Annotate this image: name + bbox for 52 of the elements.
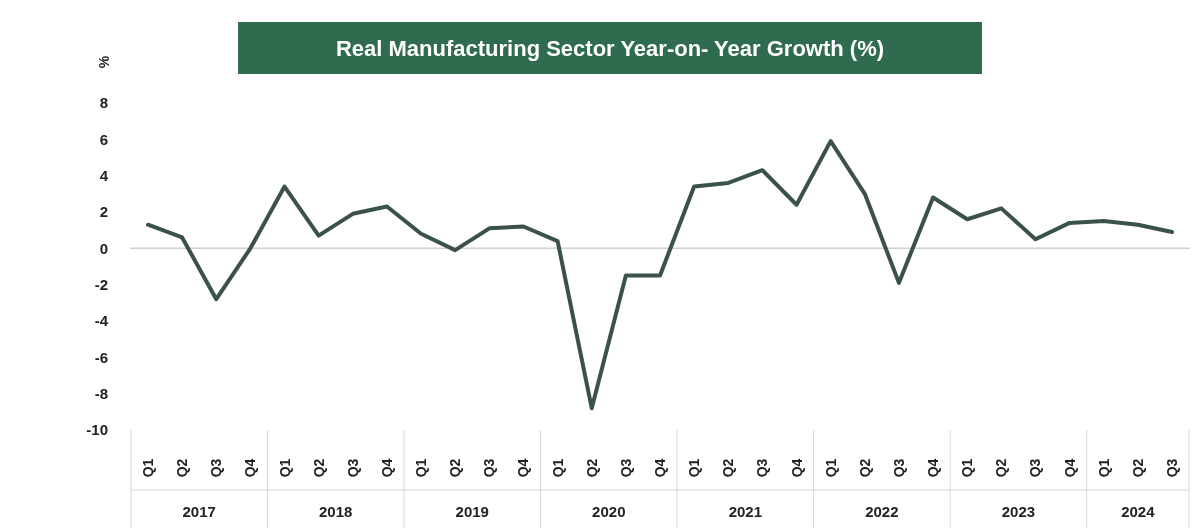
text: 2022 [865,503,899,521]
text: 2019 [455,503,489,521]
x-tick-label: Q1 [413,458,430,478]
x-tick-label: Q4 [242,458,259,478]
x-tick-label: Q1 [822,458,839,478]
x-tick-label: Q4 [652,458,668,478]
x-tick-label: Q2 [720,458,737,478]
x-tick-label: Q1 [686,458,703,478]
x-tick-label: Q3 [481,458,498,478]
x-tick-label: Q4 [515,458,532,478]
y-axis-title: % [95,55,112,69]
text: 2017 [182,503,216,521]
y-tick-label: -6 [94,348,108,366]
text: 2020 [592,503,626,521]
y-tick-label: -8 [94,384,108,402]
x-tick-label: Q2 [856,458,873,478]
y-tick-label: -2 [94,275,108,293]
x-tick-label: Q4 [788,458,805,478]
x-tick-label: Q3 [754,458,771,478]
x-tick-label: Q2 [174,458,191,478]
y-tick-label: 6 [99,130,108,148]
chart-title: Real Manufacturing Sector Year-on- Year Growth (%) [335,35,885,61]
x-tick-label: Q1 [276,458,293,478]
y-tick-label: -4 [94,312,109,330]
x-tick-label: Q2 [310,458,327,478]
x-tick-label: Q4 [1061,458,1078,478]
x-tick-label: Q1 [140,458,156,478]
x-tick-label: Q2 [993,458,1010,478]
x-tick-label: Q2 [583,458,600,478]
y-tick-label: 2 [99,203,108,221]
y-tick-label: 0 [99,239,108,257]
x-tick-label: Q3 [617,458,634,478]
text: 2021 [728,503,763,521]
x-tick-label: Q3 [890,458,907,478]
x-tick-label: Q4 [925,458,942,478]
x-tick-label: Q4 [378,458,395,478]
x-tick-label: Q3 [1027,458,1044,478]
text: 2024 [1121,503,1156,521]
line-series [146,139,1174,411]
x-tick-label: Q3 [344,458,361,478]
y-tick-label: 4 [99,166,109,184]
x-tick-label: Q2 [1129,458,1146,478]
x-tick-label: Q1 [959,458,976,478]
text: 2023 [1001,503,1036,521]
y-tick-label: 8 [99,94,108,112]
x-tick-label: Q2 [447,458,464,478]
x-tick-label: Q3 [208,458,225,478]
text: 2018 [319,503,353,521]
x-tick-label: Q1 [549,458,566,478]
x-tick-label: Q3 [1164,458,1180,478]
x-tick-label: Q1 [1095,458,1112,478]
y-tick-label: -10 [86,421,108,439]
